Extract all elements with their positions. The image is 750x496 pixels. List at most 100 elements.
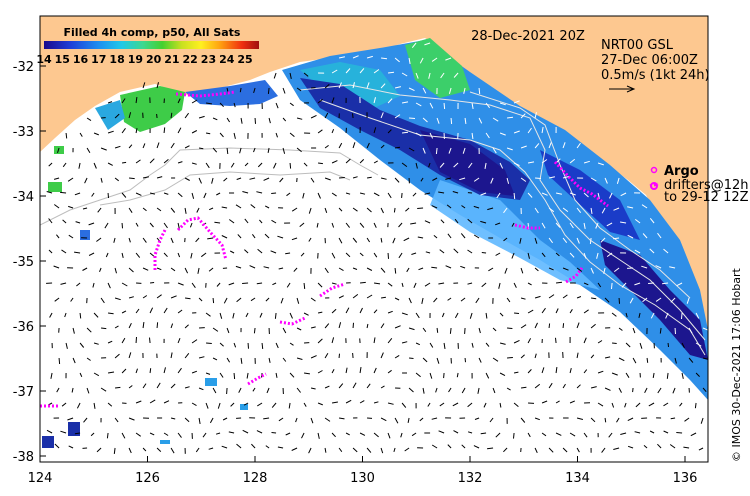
velocity-vector — [576, 207, 582, 214]
velocity-vector — [548, 294, 555, 299]
velocity-vector — [324, 323, 330, 329]
velocity-vector — [242, 191, 249, 194]
velocity-vector — [79, 372, 83, 378]
velocity-vector — [339, 177, 345, 179]
velocity-vector — [398, 222, 403, 228]
velocity-vector — [453, 248, 459, 254]
velocity-vector — [409, 117, 416, 119]
velocity-vector — [511, 252, 515, 259]
velocity-vector — [634, 219, 641, 224]
velocity-vector — [485, 132, 490, 139]
velocity-vector — [421, 297, 424, 305]
velocity-vector — [439, 402, 445, 407]
velocity-vector — [86, 117, 92, 122]
velocity-vector — [431, 417, 438, 420]
velocity-vector — [170, 383, 176, 389]
velocity-vector — [648, 282, 655, 284]
velocity-vector — [233, 102, 236, 108]
velocity-vector — [439, 162, 445, 168]
velocity-vector — [467, 249, 473, 254]
velocity-vector — [520, 145, 527, 149]
velocity-vector — [53, 177, 60, 180]
velocity-vector — [48, 249, 53, 254]
velocity-vector — [60, 191, 67, 194]
velocity-vector — [483, 402, 487, 408]
velocity-vector — [46, 191, 53, 194]
velocity-vector — [655, 297, 662, 302]
velocity-vector — [217, 402, 221, 409]
velocity-vector — [541, 307, 546, 314]
velocity-vector — [54, 443, 60, 449]
velocity-vector — [156, 294, 162, 299]
velocity-vector — [114, 113, 120, 119]
velocity-vector — [223, 297, 228, 304]
velocity-vector — [394, 297, 400, 301]
velocity-vector — [461, 444, 466, 449]
velocity-vector — [562, 294, 568, 299]
velocity-vector — [373, 309, 378, 314]
velocity-vector — [76, 402, 81, 409]
velocity-vector — [429, 372, 433, 379]
velocity-vector — [513, 402, 519, 407]
velocity-vector — [485, 372, 490, 379]
drifter-track-5 — [279, 316, 306, 326]
velocity-vector — [429, 342, 434, 348]
velocity-vector — [373, 367, 377, 374]
velocity-vector — [221, 445, 228, 449]
velocity-vector — [463, 87, 466, 94]
velocity-vector — [541, 222, 546, 229]
velocity-vector — [212, 297, 215, 304]
velocity-vector — [263, 266, 270, 269]
velocity-vector — [408, 147, 415, 152]
velocity-vector — [303, 372, 310, 375]
velocity-vector — [345, 192, 351, 195]
bathy-contour-3 — [299, 84, 706, 341]
velocity-vector — [634, 249, 641, 254]
velocity-vector — [499, 342, 506, 345]
drifter-tracks — [40, 90, 609, 408]
velocity-vector — [56, 387, 60, 393]
velocity-vector — [228, 282, 235, 286]
velocity-vector — [296, 117, 303, 120]
colorbar-tick-label: 14 — [36, 53, 52, 66]
velocity-vector — [299, 222, 305, 227]
velocity-vector — [212, 147, 218, 153]
velocity-vector — [649, 430, 655, 434]
velocity-vector — [163, 252, 168, 258]
velocity-vector — [121, 432, 126, 439]
velocity-vector — [105, 252, 109, 258]
velocity-vector — [625, 372, 630, 378]
velocity-vector — [373, 192, 380, 197]
velocity-vector — [212, 327, 219, 332]
colorbar-tick-label: 25 — [237, 53, 252, 66]
velocity-vector — [659, 327, 662, 334]
velocity-vector — [445, 265, 452, 269]
velocity-vector — [394, 417, 399, 424]
velocity-vector — [419, 417, 424, 422]
velocity-vector — [205, 102, 212, 105]
velocity-vector — [433, 235, 438, 239]
velocity-vector — [527, 309, 534, 314]
velocity-vector — [534, 207, 539, 214]
velocity-vector — [135, 97, 138, 104]
sst-small-patch-5 — [68, 422, 80, 436]
velocity-vector — [191, 370, 198, 374]
velocity-vector — [446, 204, 452, 209]
velocity-vector — [666, 372, 669, 379]
bathy-contour-1 — [40, 147, 379, 226]
velocity-vector — [259, 312, 263, 318]
velocity-vector — [128, 322, 132, 329]
velocity-vector — [352, 447, 358, 453]
velocity-vector — [324, 84, 330, 89]
velocity-vector — [104, 222, 109, 229]
velocity-vector — [296, 147, 302, 153]
velocity-vector — [506, 147, 513, 151]
velocity-vector — [114, 267, 117, 274]
colorbar-tick-label: 18 — [109, 53, 124, 66]
velocity-vector — [655, 265, 662, 269]
velocity-vector — [106, 432, 109, 439]
velocity-vector — [576, 237, 580, 244]
velocity-vector — [274, 312, 277, 319]
colorbar-tick-label: 22 — [183, 53, 198, 66]
velocity-vector — [427, 402, 431, 407]
